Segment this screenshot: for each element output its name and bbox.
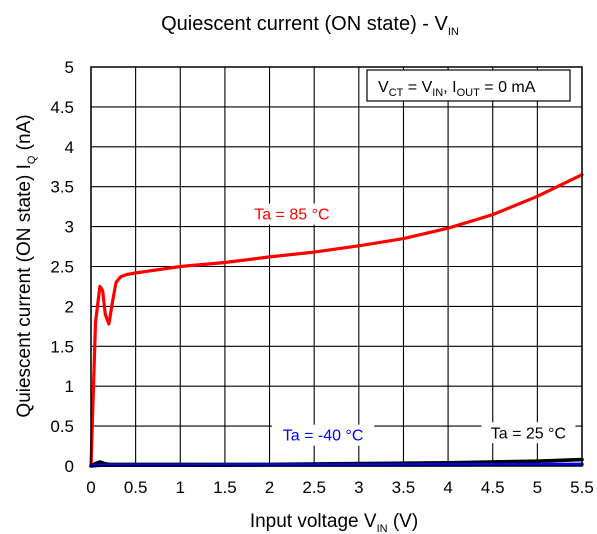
x-tick-label: 2.5 xyxy=(302,478,326,497)
x-tick-label: 4.5 xyxy=(481,478,505,497)
condition-text: VCT = VIN, IOUT = 0 mA xyxy=(378,79,536,99)
y-tick-label: 3 xyxy=(65,218,74,237)
y-tick-label: 4 xyxy=(65,138,74,157)
plot-frame xyxy=(90,66,583,467)
x-tick-label: 3.5 xyxy=(392,478,416,497)
series-label-bg xyxy=(481,422,576,444)
x-tick-label: 5.5 xyxy=(570,478,594,497)
x-tick-label: 3 xyxy=(354,478,363,497)
series-label-bg xyxy=(271,424,375,446)
x-tick-label: 1 xyxy=(176,478,185,497)
y-tick-label: 0 xyxy=(65,457,74,476)
y-tick-label: 4.5 xyxy=(50,98,74,117)
y-tick-label: 2 xyxy=(65,297,74,316)
chart-title: Quiescent current (ON state) - VIN xyxy=(161,13,459,38)
x-axis-label: Input voltage VIN (V) xyxy=(250,511,418,534)
x-tick-label: 4 xyxy=(443,478,452,497)
tick-labels: 0 0.5 1 1.5 2 2.5 3 3.5 4 4.5 5 5.5 0 0.5 1 1.5 2 2.5 3 3.5… xyxy=(50,58,593,497)
grid xyxy=(90,66,583,467)
y-tick-label: 0.5 xyxy=(50,417,74,436)
series-label: Ta = 85 °C xyxy=(254,207,329,224)
series-label: Ta = 25 °C xyxy=(491,425,566,442)
y-tick-label: 1 xyxy=(65,377,74,396)
x-tick-label: 5 xyxy=(533,478,542,497)
series-label: Ta = -40 °C xyxy=(283,428,364,445)
series-line xyxy=(89,173,584,468)
y-tick-label: 1.5 xyxy=(50,337,74,356)
y-tick-label: 2.5 xyxy=(50,258,74,277)
x-tick-label: 0.5 xyxy=(124,478,148,497)
condition-box: VCT = VIN, IOUT = 0 mA xyxy=(366,69,571,102)
x-tick-label: 2 xyxy=(265,478,274,497)
series-label-bg xyxy=(244,203,339,225)
y-tick-label: 5 xyxy=(65,58,74,77)
y-tick-label: 3.5 xyxy=(50,178,74,197)
x-tick-label: 0 xyxy=(86,478,95,497)
y-axis-label: Quiescent current (ON state) IQ (nA) xyxy=(14,114,38,417)
x-tick-label: 1.5 xyxy=(213,478,237,497)
series-labels: Ta = 85 °C Ta = 25 °C Ta = -40 °C xyxy=(244,203,576,446)
